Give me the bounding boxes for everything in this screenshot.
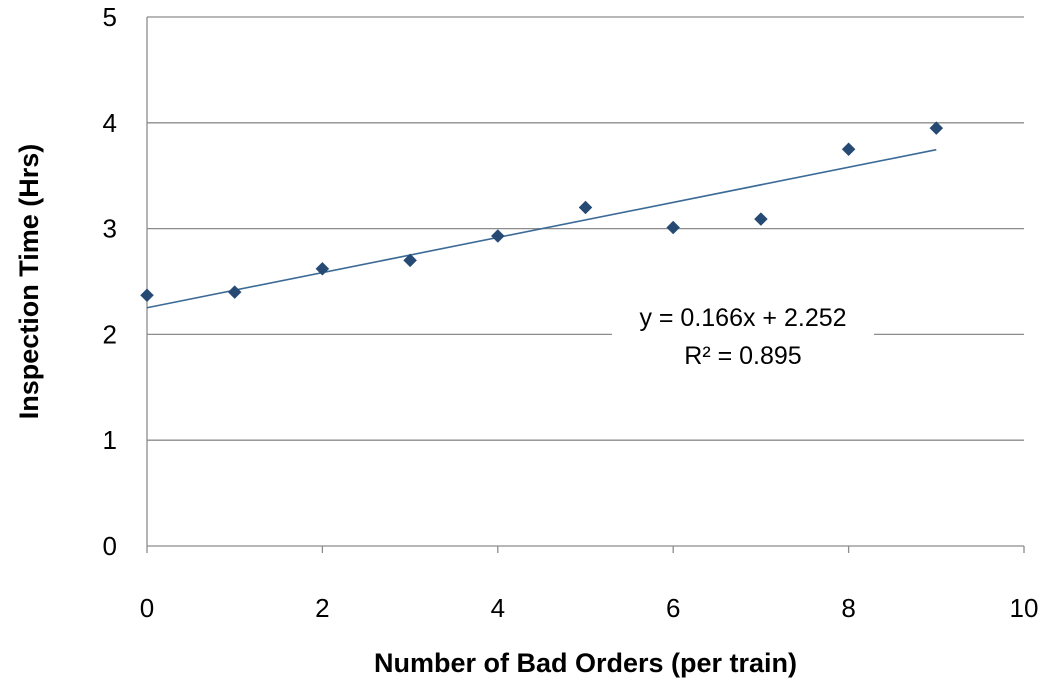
trendline-equation-label: y = 0.166x + 2.252 xyxy=(639,304,846,332)
data-point xyxy=(929,121,944,135)
data-point xyxy=(490,229,505,243)
x-tick-label: 4 xyxy=(491,593,505,623)
y-axis-title: Inspection Time (Hrs) xyxy=(14,144,44,420)
axes xyxy=(146,17,1025,553)
data-point xyxy=(666,220,681,235)
trendline-group xyxy=(146,148,937,309)
data-points xyxy=(140,121,944,303)
data-point xyxy=(841,142,856,157)
x-tick-label: 0 xyxy=(140,593,154,623)
data-point xyxy=(140,288,154,303)
y-tick-label: 5 xyxy=(103,2,117,32)
equation-background xyxy=(612,296,874,376)
grid-lines xyxy=(147,16,1024,441)
x-tick-label: 10 xyxy=(1010,593,1039,623)
x-tick-label: 8 xyxy=(841,593,855,623)
y-tick-label: 3 xyxy=(103,214,117,244)
trendline xyxy=(146,148,937,309)
x-tick-label: 2 xyxy=(315,593,329,623)
x-tick-label: 6 xyxy=(666,593,680,623)
data-point xyxy=(754,212,768,226)
data-point xyxy=(227,285,242,299)
tick-labels: 0 1 2 3 4 5 0 2 4 6 8 10 xyxy=(103,2,1039,623)
data-point xyxy=(315,261,330,276)
data-point xyxy=(403,253,417,268)
trendline-r2-label: R² = 0.895 xyxy=(684,342,801,370)
y-tick-label: 1 xyxy=(103,425,117,455)
y-tick-label: 2 xyxy=(103,319,117,349)
trendline-equation: y = 0.166x + 2.252 R² = 0.895 xyxy=(612,296,874,376)
y-tick-label: 4 xyxy=(103,108,117,138)
x-axis-title: Number of Bad Orders (per train) xyxy=(374,648,797,678)
y-tick-label: 0 xyxy=(103,531,117,561)
data-point xyxy=(578,200,593,215)
